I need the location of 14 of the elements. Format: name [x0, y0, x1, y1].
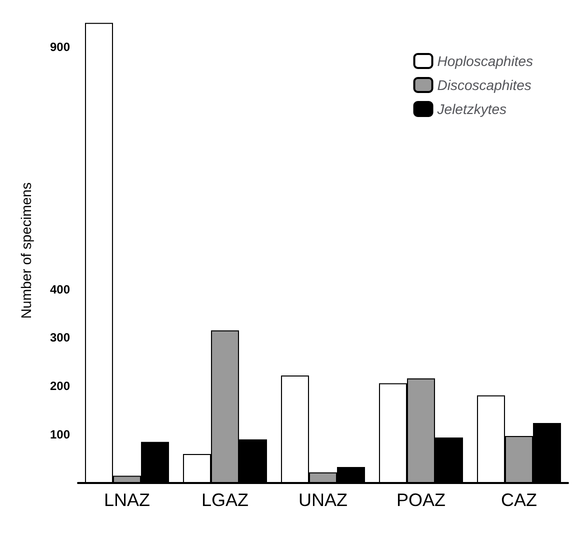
x-tick-label: UNAZ: [298, 490, 348, 510]
y-tick-label: 400: [50, 282, 70, 296]
legend-label: Discoscaphites: [437, 77, 532, 93]
y-tick-label: 100: [50, 428, 70, 442]
legend-label: Hoploscaphites: [437, 53, 534, 69]
y-tick-label: 900: [50, 40, 70, 54]
legend-label: Jeletzkytes: [436, 101, 507, 117]
y-axis-title: Number of specimens: [18, 182, 34, 319]
y-tick-label: 200: [50, 379, 70, 394]
x-tick-label: CAZ: [501, 490, 538, 510]
x-tick-label: LNAZ: [104, 490, 150, 510]
x-tick-label: POAZ: [396, 490, 446, 510]
y-tick-label: 300: [50, 330, 70, 345]
x-tick-label: LGAZ: [201, 490, 249, 510]
